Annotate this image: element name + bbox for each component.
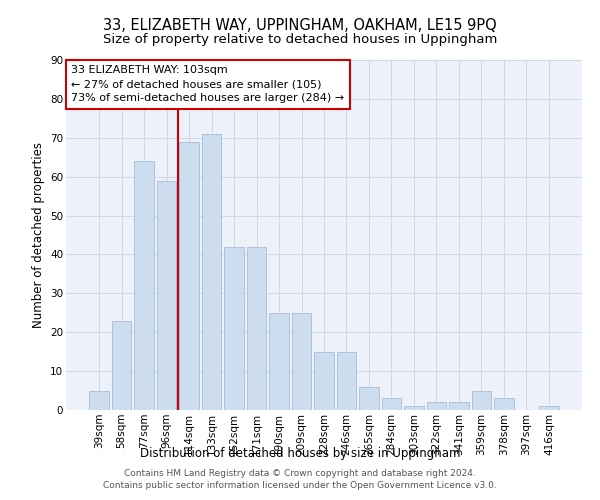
Bar [382,398,401,410]
Bar [112,320,131,410]
Bar [427,402,446,410]
Bar [404,406,424,410]
Bar [157,180,176,410]
Bar [359,386,379,410]
Y-axis label: Number of detached properties: Number of detached properties [32,142,44,328]
Text: 33 ELIZABETH WAY: 103sqm
← 27% of detached houses are smaller (105)
73% of semi-: 33 ELIZABETH WAY: 103sqm ← 27% of detach… [71,66,344,104]
Bar [539,406,559,410]
Bar [179,142,199,410]
Bar [337,352,356,410]
Bar [224,246,244,410]
Bar [134,161,154,410]
Text: Distribution of detached houses by size in Uppingham: Distribution of detached houses by size … [140,448,460,460]
Bar [247,246,266,410]
Text: 33, ELIZABETH WAY, UPPINGHAM, OAKHAM, LE15 9PQ: 33, ELIZABETH WAY, UPPINGHAM, OAKHAM, LE… [103,18,497,32]
Bar [494,398,514,410]
Text: Contains HM Land Registry data © Crown copyright and database right 2024.
Contai: Contains HM Land Registry data © Crown c… [103,468,497,490]
Bar [269,313,289,410]
Bar [292,313,311,410]
Bar [202,134,221,410]
Bar [472,390,491,410]
Bar [314,352,334,410]
Text: Size of property relative to detached houses in Uppingham: Size of property relative to detached ho… [103,32,497,46]
Bar [449,402,469,410]
Bar [89,390,109,410]
